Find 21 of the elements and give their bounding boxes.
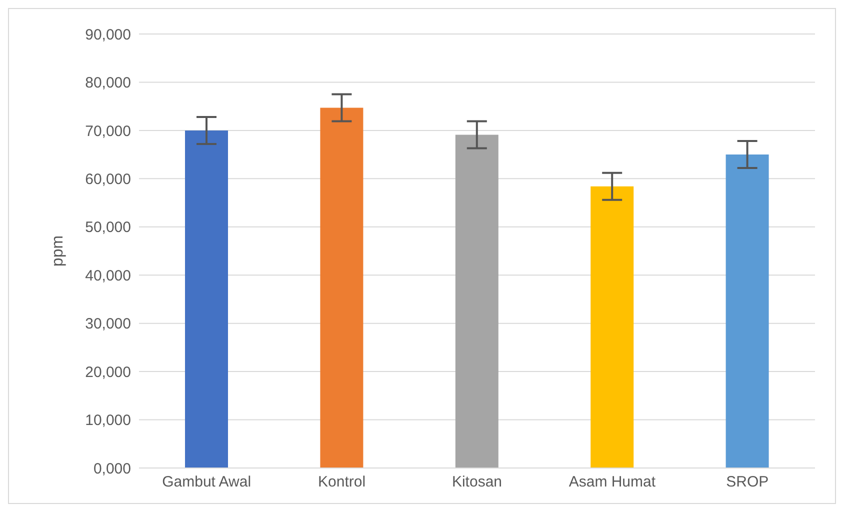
x-tick-label: Asam Humat: [568, 474, 656, 491]
y-tick-label: 40,000: [85, 267, 131, 284]
y-tick-label: 50,000: [85, 219, 131, 236]
x-tick-label: Kitosan: [452, 474, 502, 491]
bar: [590, 186, 634, 468]
bar: [185, 130, 228, 468]
y-tick-label: 20,000: [85, 364, 131, 381]
y-tick-label: 10,000: [85, 412, 131, 430]
bar: [320, 108, 364, 468]
y-tick-label: 60,000: [85, 170, 131, 188]
y-axis-title: ppm: [50, 235, 67, 267]
bar: [726, 154, 769, 468]
y-tick-label: 0,000: [93, 460, 131, 478]
y-tick-label: 70,000: [85, 122, 131, 140]
x-tick-label: Kontrol: [318, 474, 366, 491]
x-tick-label: SROP: [726, 474, 769, 491]
x-tick-label: Gambut Awal: [162, 474, 252, 491]
bar: [455, 134, 498, 468]
y-tick-label: 30,000: [85, 316, 131, 333]
y-tick-label: 90,000: [85, 26, 131, 44]
y-tick-label: 80,000: [85, 74, 131, 92]
